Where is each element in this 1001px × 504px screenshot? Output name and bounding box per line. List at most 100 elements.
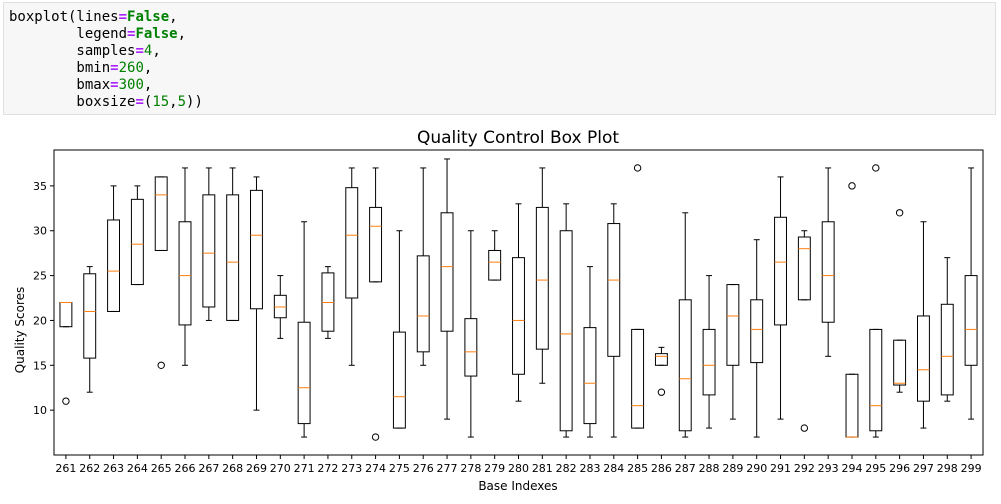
box-body (678, 299, 692, 432)
x-tick-label: 287 (675, 462, 696, 475)
box-body (774, 216, 787, 326)
box-body (154, 176, 168, 251)
box-plot-chart: Quality Control Box Plot 10 15 20 25 30 35 261… (13, 128, 984, 493)
box-body (392, 331, 406, 429)
box-body (893, 339, 907, 386)
box-body (202, 194, 216, 308)
y-axis-label: Quality Scores (13, 287, 27, 374)
box-body (226, 194, 240, 321)
box-body (916, 315, 930, 402)
x-tick-label: 299 (961, 462, 982, 475)
x-tick-label: 263 (103, 462, 124, 475)
chart-title: Quality Control Box Plot (417, 128, 619, 148)
x-tick-label: 290 (746, 462, 767, 475)
box-body (535, 206, 549, 350)
box-body (512, 257, 525, 375)
x-tick-label: 274 (365, 462, 386, 475)
x-tick-label: 262 (79, 462, 100, 475)
box-body (869, 328, 883, 432)
x-tick-label: 276 (413, 462, 434, 475)
x-tick-label: 284 (603, 462, 624, 475)
box-body (488, 249, 502, 281)
x-tick-label: 280 (508, 462, 529, 475)
outlier-point (657, 388, 666, 396)
box-body (607, 223, 621, 357)
box-body (440, 212, 454, 332)
x-tick-label: 289 (722, 462, 743, 475)
x-tick-label: 266 (175, 462, 196, 475)
x-tick-label: 295 (865, 462, 886, 475)
y-tick-label: 15 (33, 359, 47, 372)
x-tick-label: 261 (55, 462, 76, 475)
outlier-point (62, 397, 70, 405)
box-body (59, 302, 73, 328)
x-tick-label: 267 (198, 462, 219, 475)
x-tick-label: 285 (627, 462, 648, 475)
outlier-point (848, 182, 856, 190)
outlier-point (633, 164, 642, 172)
x-tick-label: 298 (937, 462, 958, 475)
x-tick-label: 273 (341, 462, 362, 475)
y-tick-label: 25 (33, 270, 47, 283)
box-body (750, 299, 764, 364)
x-tick-label: 293 (818, 462, 839, 475)
code-cell[interactable]: boxplot(lines=False, legend=False, sampl… (3, 2, 996, 115)
box-body (297, 321, 311, 425)
x-tick-label: 283 (579, 462, 600, 475)
x-tick-label: 264 (127, 462, 148, 475)
box-body (83, 273, 97, 359)
box-body (130, 198, 144, 286)
box-body (107, 219, 121, 312)
x-tick-label: 296 (889, 462, 910, 475)
x-tick-label: 286 (651, 462, 672, 475)
x-tick-label: 282 (556, 462, 577, 475)
box-body (416, 255, 430, 353)
box-body (631, 328, 645, 429)
outlier-point (800, 424, 809, 432)
outlier-point (157, 361, 165, 369)
code-line: bmin=260, (9, 60, 153, 76)
code-line: samples=4, (9, 43, 161, 59)
code-line: boxplot(lines=False, (9, 9, 178, 25)
plot-frame (53, 149, 984, 456)
x-tick-label: 272 (317, 462, 338, 475)
x-tick-label: 269 (246, 462, 267, 475)
box-body (250, 189, 263, 310)
box-body (702, 328, 716, 396)
code-line: legend=False, (9, 26, 187, 42)
box-body (940, 303, 954, 396)
x-tick-label: 294 (841, 462, 862, 475)
x-tick-label: 279 (484, 462, 505, 475)
x-axis-label: Base Indexes (478, 479, 557, 493)
x-tick-label: 278 (460, 462, 481, 475)
box-body (559, 230, 573, 432)
x-tick-label: 291 (770, 462, 791, 475)
code-text: boxplot(lines=False, legend=False, sampl… (9, 9, 203, 111)
outlier-point (895, 209, 904, 217)
outlier-point (371, 433, 380, 441)
code-line: bmax=300, (9, 77, 153, 93)
code-line: boxsize=(15,5)) (9, 94, 203, 110)
x-tick-label: 297 (913, 462, 934, 475)
box-body (964, 275, 978, 366)
box-body (345, 187, 359, 299)
outlier-point (872, 164, 880, 172)
x-tick-label: 288 (699, 462, 720, 475)
y-tick-label: 10 (33, 404, 47, 417)
box-body (797, 236, 811, 301)
y-tick-label: 30 (33, 225, 47, 238)
y-tick-label: 35 (33, 180, 47, 193)
box-body (369, 206, 383, 283)
y-tick-label: 20 (33, 314, 47, 327)
x-tick-label: 281 (532, 462, 553, 475)
x-tick-label: 292 (794, 462, 815, 475)
box-body (845, 373, 859, 438)
box-body (821, 221, 835, 323)
x-tick-label: 271 (294, 462, 315, 475)
box-body (654, 353, 668, 366)
box-body (726, 284, 740, 366)
x-tick-label: 270 (270, 462, 291, 475)
box-body (178, 221, 192, 326)
x-tick-label: 265 (151, 462, 172, 475)
